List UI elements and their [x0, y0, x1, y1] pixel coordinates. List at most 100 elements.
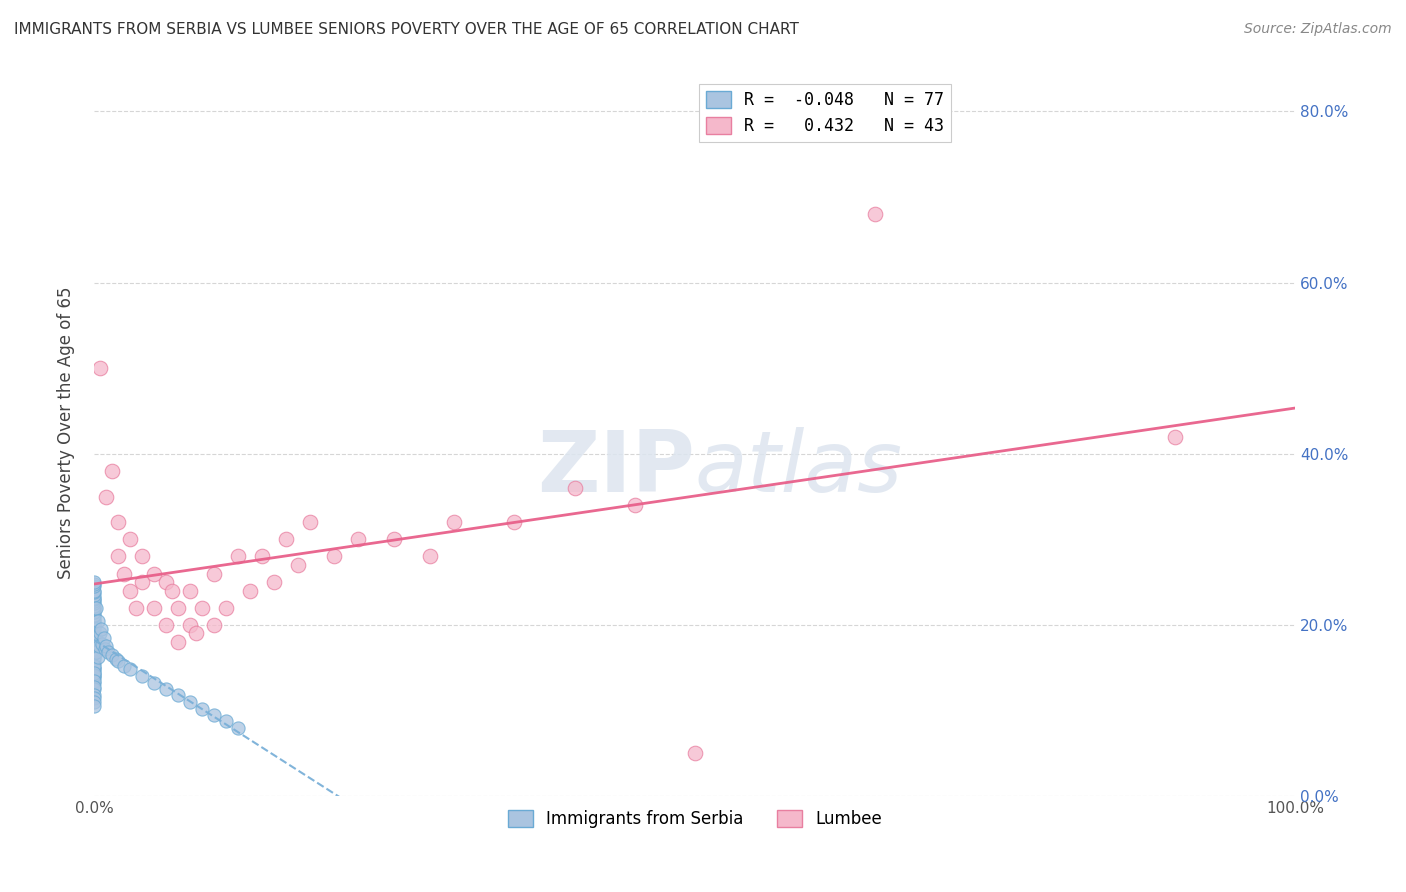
Point: [86, 650, 108, 665]
Point: [83, 605, 105, 619]
Point: [143, 566, 166, 581]
Point: [1164, 429, 1187, 443]
Point: [86, 600, 108, 615]
Point: [107, 549, 129, 564]
Point: [91, 637, 114, 651]
Point: [83, 622, 105, 636]
Point: [83, 695, 105, 709]
Point: [83, 620, 105, 634]
Point: [299, 515, 322, 529]
Point: [83, 699, 105, 714]
Point: [83, 607, 105, 622]
Point: [623, 498, 645, 512]
Point: [107, 515, 129, 529]
Point: [83, 682, 105, 697]
Point: [382, 533, 405, 547]
Point: [94, 490, 117, 504]
Point: [83, 665, 105, 680]
Point: [83, 602, 105, 616]
Point: [167, 635, 190, 649]
Point: [89, 626, 111, 640]
Point: [83, 638, 105, 652]
Point: [215, 714, 238, 728]
Point: [83, 690, 105, 705]
Point: [104, 652, 127, 666]
Point: [202, 566, 225, 581]
Y-axis label: Seniors Poverty Over the Age of 65: Seniors Poverty Over the Age of 65: [58, 286, 75, 579]
Point: [143, 600, 166, 615]
Point: [83, 667, 105, 681]
Point: [86, 631, 108, 645]
Point: [131, 575, 153, 590]
Text: ZIP: ZIP: [537, 427, 695, 510]
Point: [83, 669, 105, 683]
Point: [112, 659, 135, 673]
Point: [83, 631, 105, 645]
Point: [83, 643, 105, 657]
Point: [83, 673, 105, 688]
Point: [118, 583, 141, 598]
Text: Source: ZipAtlas.com: Source: ZipAtlas.com: [1244, 22, 1392, 37]
Point: [118, 533, 141, 547]
Point: [83, 626, 105, 640]
Point: [83, 579, 105, 593]
Point: [419, 549, 441, 564]
Point: [86, 614, 108, 628]
Point: [250, 549, 273, 564]
Point: [179, 618, 201, 632]
Point: [83, 676, 105, 690]
Point: [347, 533, 370, 547]
Point: [155, 618, 177, 632]
Point: [89, 361, 111, 376]
Point: [97, 645, 120, 659]
Point: [83, 665, 105, 679]
Text: atlas: atlas: [695, 427, 903, 510]
Point: [83, 576, 105, 591]
Point: [83, 688, 105, 702]
Point: [226, 721, 249, 735]
Point: [83, 618, 105, 632]
Point: [83, 640, 105, 654]
Point: [83, 600, 105, 615]
Point: [83, 635, 105, 649]
Point: [226, 549, 249, 564]
Point: [155, 682, 177, 697]
Point: [83, 633, 105, 648]
Point: [287, 558, 309, 572]
Point: [143, 676, 166, 690]
Point: [131, 669, 153, 683]
Point: [118, 662, 141, 676]
Point: [83, 659, 105, 673]
Point: [131, 549, 153, 564]
Point: [202, 707, 225, 722]
Point: [83, 599, 105, 613]
Point: [179, 695, 201, 709]
Point: [239, 583, 262, 598]
Point: [683, 746, 706, 760]
Point: [83, 583, 105, 598]
Point: [863, 207, 886, 221]
Point: [83, 624, 105, 639]
Point: [184, 626, 207, 640]
Legend: Immigrants from Serbia, Lumbee: Immigrants from Serbia, Lumbee: [501, 804, 889, 835]
Point: [191, 702, 214, 716]
Point: [83, 662, 105, 676]
Point: [94, 640, 117, 654]
Point: [276, 533, 298, 547]
Point: [503, 515, 526, 529]
Point: [263, 575, 285, 590]
Point: [125, 600, 148, 615]
Point: [101, 464, 124, 478]
Point: [87, 640, 110, 654]
Point: [83, 641, 105, 656]
Point: [83, 585, 105, 599]
Point: [83, 616, 105, 631]
Point: [83, 594, 105, 608]
Point: [83, 649, 105, 664]
Point: [90, 622, 112, 636]
Point: [443, 515, 465, 529]
Point: [83, 671, 105, 685]
Point: [101, 648, 124, 662]
Point: [112, 566, 135, 581]
Point: [564, 481, 586, 495]
